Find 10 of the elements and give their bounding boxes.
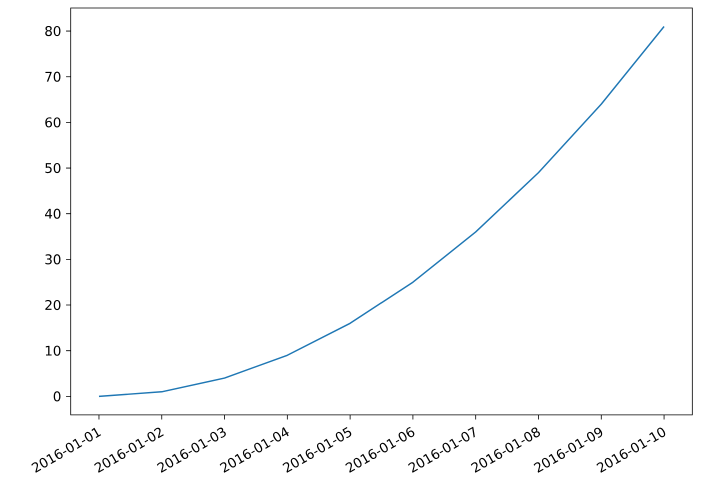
y-tick-label: 30 [45,254,60,264]
y-tick-label: 40 [45,208,60,219]
y-tick-label: 80 [45,26,60,36]
y-tick-label: 60 [45,117,60,128]
y-tick-label: 70 [45,72,60,82]
y-tick-label: 50 [45,162,60,173]
y-tick-label: 0 [54,391,60,402]
y-tick-label: 20 [45,300,60,310]
line-series [98,26,665,397]
y-tick-label: 10 [46,346,60,356]
